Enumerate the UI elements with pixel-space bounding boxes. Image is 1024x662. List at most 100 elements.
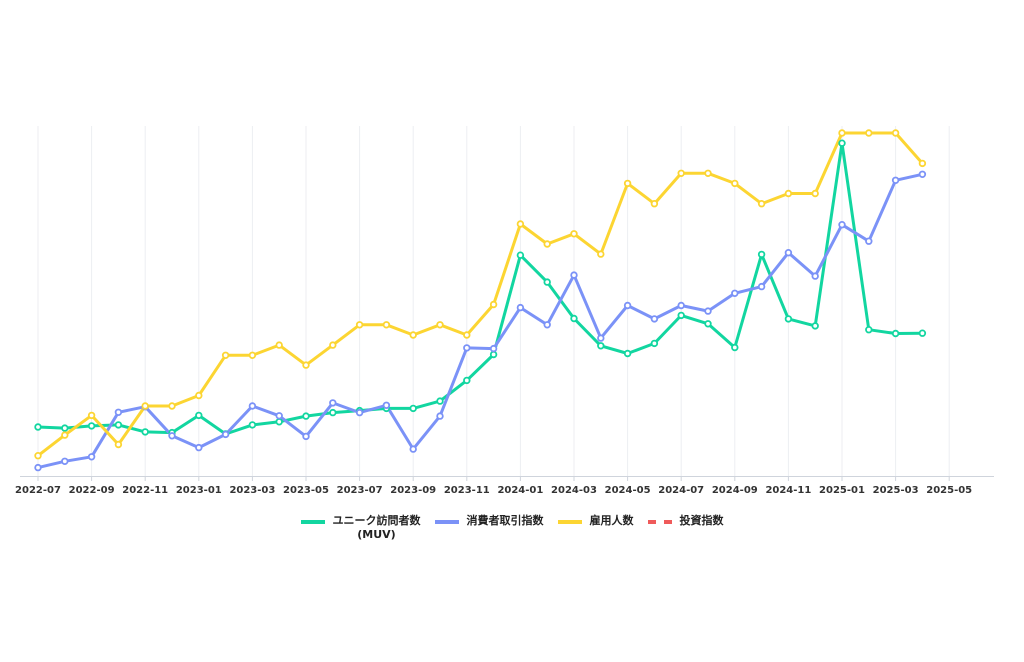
data-point[interactable] (891, 329, 900, 338)
data-point[interactable] (865, 326, 873, 334)
data-point[interactable] (623, 349, 632, 358)
data-point[interactable] (61, 431, 69, 439)
data-point[interactable] (34, 452, 42, 460)
legend-item[interactable]: 投資指数 (647, 514, 724, 528)
data-point[interactable] (436, 412, 444, 420)
data-point[interactable] (543, 240, 551, 248)
data-point[interactable] (168, 432, 176, 440)
data-point[interactable] (623, 179, 632, 188)
data-point[interactable] (677, 301, 685, 310)
data-point[interactable] (865, 129, 873, 137)
data-point[interactable] (918, 170, 927, 178)
data-point[interactable] (704, 169, 712, 177)
data-point[interactable] (731, 289, 739, 297)
data-point[interactable] (61, 457, 69, 465)
data-point[interactable] (409, 404, 417, 413)
data-point[interactable] (355, 408, 364, 417)
data-point[interactable] (597, 334, 605, 342)
data-point[interactable] (811, 322, 819, 330)
data-point[interactable] (489, 300, 498, 309)
data-point[interactable] (597, 342, 605, 350)
data-point[interactable] (891, 176, 900, 184)
data-point[interactable] (463, 331, 471, 339)
data-point[interactable] (275, 412, 283, 420)
legend-item[interactable]: 消費者取引指数 (434, 514, 544, 528)
legend-item[interactable]: ユニーク訪問者数 (MUV) (300, 514, 421, 542)
data-point[interactable] (436, 397, 444, 405)
data-point[interactable] (516, 220, 525, 228)
data-point[interactable] (302, 412, 310, 420)
data-point[interactable] (623, 301, 632, 310)
data-point[interactable] (543, 321, 551, 329)
data-point[interactable] (409, 445, 417, 453)
data-point[interactable] (141, 428, 149, 436)
data-point[interactable] (275, 341, 283, 349)
data-point[interactable] (811, 189, 819, 198)
data-point[interactable] (489, 344, 498, 353)
data-point[interactable] (570, 271, 578, 279)
data-point[interactable] (784, 315, 793, 323)
data-point[interactable] (650, 199, 659, 208)
data-point[interactable] (355, 321, 364, 329)
data-point[interactable] (409, 331, 417, 339)
data-point[interactable] (34, 463, 42, 472)
data-point[interactable] (248, 402, 257, 410)
data-point[interactable] (891, 129, 900, 137)
data-point[interactable] (168, 402, 176, 410)
data-point[interactable] (784, 248, 793, 257)
data-point[interactable] (865, 237, 873, 245)
data-point[interactable] (248, 351, 257, 359)
data-point[interactable] (114, 408, 123, 416)
legend-item[interactable]: 雇用人数 (557, 514, 634, 528)
data-point[interactable] (195, 391, 203, 400)
data-point[interactable] (570, 230, 578, 238)
data-point[interactable] (195, 411, 203, 420)
data-point[interactable] (302, 432, 310, 441)
data-point[interactable] (570, 314, 578, 323)
data-point[interactable] (838, 220, 846, 229)
data-point[interactable] (248, 421, 257, 429)
data-point[interactable] (650, 315, 659, 323)
data-point[interactable] (516, 251, 525, 259)
data-point[interactable] (221, 351, 230, 359)
data-point[interactable] (811, 272, 819, 280)
data-point[interactable] (61, 424, 69, 432)
data-point[interactable] (463, 376, 471, 385)
data-point[interactable] (918, 329, 927, 337)
data-point[interactable] (141, 402, 149, 410)
data-point[interactable] (784, 189, 793, 198)
data-point[interactable] (382, 401, 391, 409)
data-point[interactable] (918, 159, 927, 168)
data-point[interactable] (302, 361, 310, 369)
data-point[interactable] (597, 250, 605, 258)
data-point[interactable] (757, 250, 766, 259)
data-point[interactable] (87, 422, 96, 430)
data-point[interactable] (195, 443, 203, 452)
data-point[interactable] (838, 129, 846, 137)
data-point[interactable] (329, 399, 337, 407)
data-point[interactable] (87, 453, 96, 461)
data-point[interactable] (114, 440, 123, 449)
data-point[interactable] (543, 278, 551, 286)
data-point[interactable] (677, 311, 685, 320)
data-point[interactable] (704, 307, 712, 315)
data-point[interactable] (650, 339, 659, 348)
data-point[interactable] (114, 421, 123, 429)
data-point[interactable] (34, 423, 42, 431)
data-point[interactable] (838, 139, 846, 147)
data-point[interactable] (221, 430, 230, 439)
data-point[interactable] (704, 320, 712, 328)
data-point[interactable] (329, 408, 337, 417)
data-point[interactable] (463, 344, 471, 352)
data-point[interactable] (731, 179, 739, 188)
data-point[interactable] (329, 341, 337, 349)
data-point[interactable] (757, 282, 766, 291)
data-point[interactable] (382, 321, 391, 329)
data-point[interactable] (489, 350, 498, 359)
data-point[interactable] (731, 343, 739, 352)
data-point[interactable] (516, 303, 525, 312)
data-point[interactable] (757, 199, 766, 208)
data-point[interactable] (87, 411, 96, 420)
data-point[interactable] (275, 418, 283, 426)
data-point[interactable] (677, 169, 685, 177)
